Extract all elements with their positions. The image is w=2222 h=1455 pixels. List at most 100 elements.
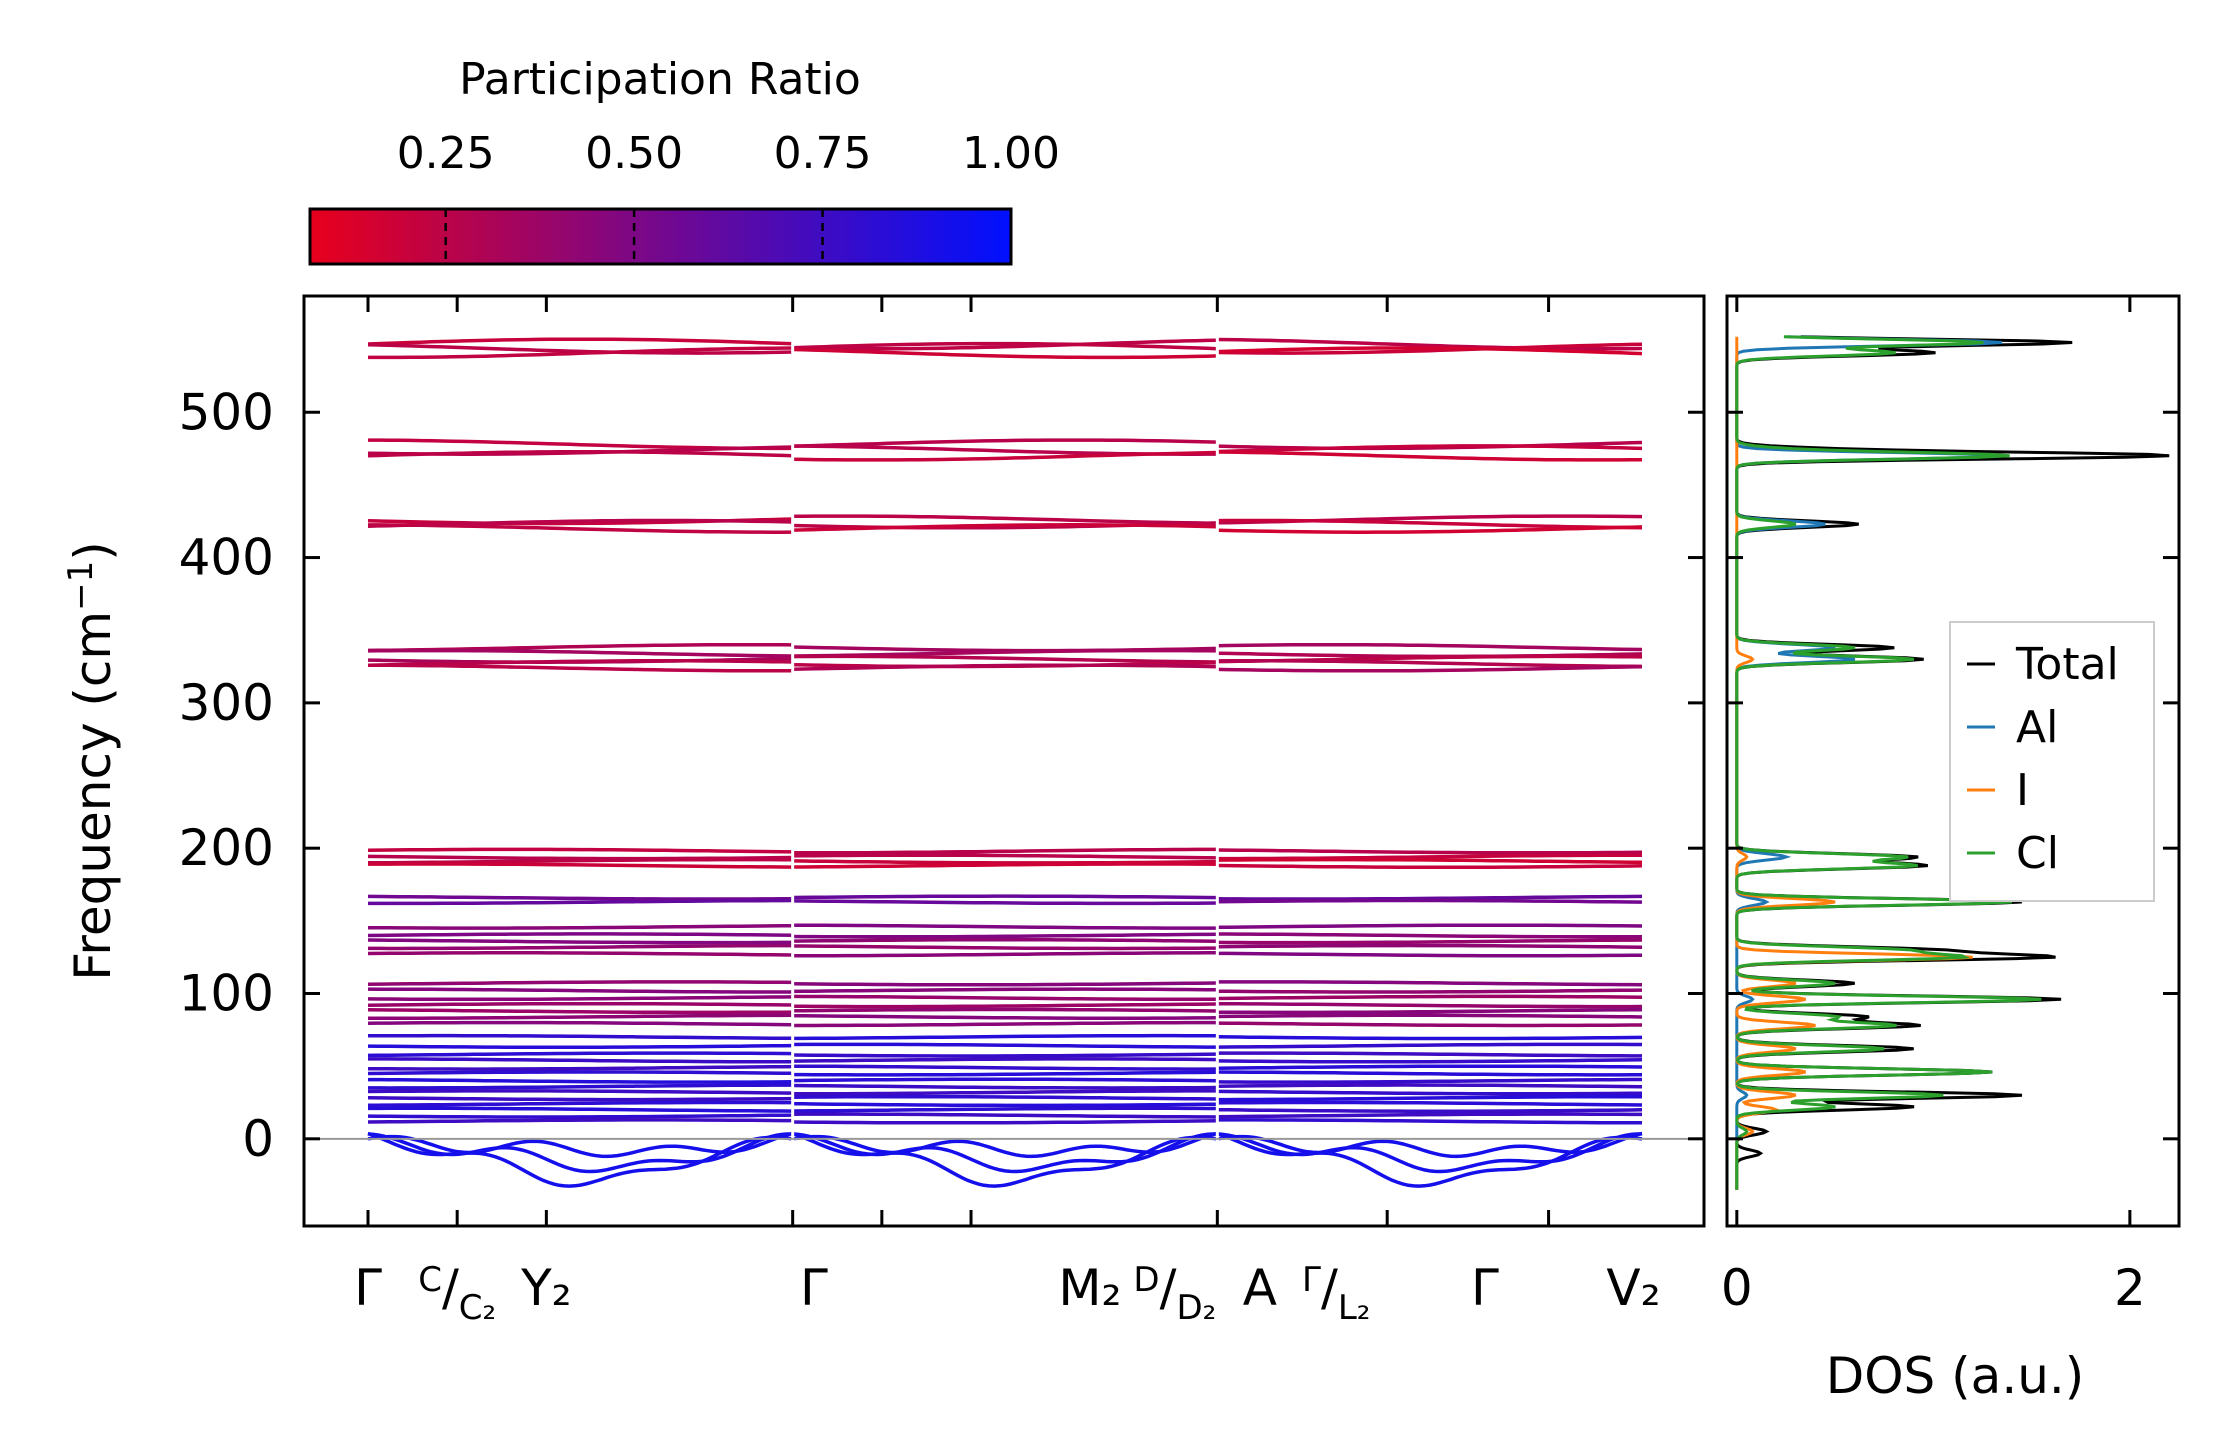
legend-label: Al	[2016, 702, 2058, 753]
band-line	[792, 338, 1218, 351]
band-line	[1217, 994, 1643, 1001]
band-ytick-label: 400	[179, 529, 274, 587]
band-line	[792, 1077, 1218, 1083]
band-line	[1217, 1112, 1642, 1119]
dos-xtick-label: 2	[2114, 1259, 2146, 1317]
band-line	[792, 1002, 1218, 1009]
band-line	[368, 523, 793, 534]
colorbar-tick-label: 1.00	[962, 128, 1060, 179]
band-line	[792, 523, 1218, 532]
band-line	[367, 337, 793, 346]
band-line	[367, 449, 793, 458]
band-line	[792, 347, 1218, 360]
band-line	[792, 1070, 1218, 1077]
colorbar-tick-label: 0.25	[397, 128, 495, 179]
band-line	[367, 923, 793, 930]
band-line	[1217, 943, 1643, 949]
band-line	[368, 1033, 793, 1041]
band-line	[367, 847, 793, 854]
band-line	[368, 1083, 793, 1090]
band-line	[1217, 894, 1643, 901]
band-line	[1217, 1070, 1642, 1077]
legend-label: I	[2016, 765, 2029, 816]
band-line	[1217, 1058, 1643, 1064]
band-line	[1217, 1001, 1643, 1009]
band-line	[792, 654, 1218, 664]
band-line	[1217, 988, 1643, 994]
band-xlabel: M₂	[1058, 1259, 1121, 1317]
band-line	[367, 1051, 793, 1058]
band-line	[367, 1001, 793, 1007]
band-line	[1217, 938, 1643, 945]
band-line	[792, 450, 1218, 462]
band-xlabel: Γ/L₂	[1302, 1259, 1370, 1328]
band-line	[792, 944, 1218, 951]
dos-line-i	[1735, 336, 1973, 1190]
band-line	[367, 1118, 793, 1124]
band-line	[792, 1112, 1218, 1119]
band-line	[1217, 1013, 1643, 1019]
acoustic-band-line	[1216, 1131, 1643, 1188]
band-line	[792, 981, 1218, 987]
legend-entries: Total Al I Cl	[1967, 639, 2119, 879]
band-line	[367, 932, 793, 938]
colorbar-tick-labels: 0.25 0.50 0.75 1.00	[397, 128, 1060, 179]
band-line	[367, 938, 793, 945]
band-line	[1217, 450, 1643, 462]
band-line	[367, 1008, 793, 1015]
band-line	[792, 663, 1218, 671]
band-line	[368, 1057, 793, 1064]
acoustic-band-line	[367, 1131, 793, 1188]
band-line	[1217, 1083, 1643, 1089]
band-line	[1217, 1089, 1643, 1096]
band-line	[367, 648, 793, 658]
band-line	[367, 857, 793, 865]
band-line	[792, 937, 1218, 943]
band-line	[367, 659, 793, 667]
colorbar-gradient	[308, 207, 1013, 266]
band-line	[1217, 337, 1643, 351]
band-line	[792, 894, 1218, 900]
band-ytick-label: 100	[179, 965, 274, 1023]
band-xlabel: D/D₂	[1133, 1259, 1216, 1328]
band-line	[1217, 1118, 1642, 1125]
band-line	[1217, 642, 1643, 652]
band-line	[1217, 898, 1643, 904]
dos-legend: Total Al I Cl	[1949, 621, 2155, 902]
band-line	[1217, 1094, 1642, 1102]
band-line	[792, 1064, 1218, 1071]
band-line	[1217, 857, 1643, 865]
band-x-labels: Γ C/C₂ Y₂ Γ M₂ D/D₂ A Γ/L₂ Γ V₂	[354, 1259, 1661, 1328]
band-line	[792, 951, 1218, 958]
band-line	[1217, 444, 1643, 454]
band-line	[1217, 863, 1643, 870]
band-line	[1217, 518, 1643, 530]
band-line	[368, 1106, 793, 1113]
band-line	[367, 1020, 793, 1027]
band-xlabel: C/C₂	[418, 1259, 496, 1328]
band-line	[368, 1013, 793, 1020]
band-line	[1217, 1007, 1643, 1015]
band-line	[1217, 1042, 1642, 1049]
band-line	[367, 1096, 793, 1102]
band-line	[792, 1052, 1218, 1058]
band-line	[792, 1042, 1218, 1049]
band-line	[1217, 525, 1643, 534]
band-line	[792, 853, 1218, 860]
band-line	[792, 987, 1218, 994]
band-line	[792, 862, 1218, 869]
band-line	[1217, 932, 1642, 939]
band-line	[792, 994, 1218, 1002]
colorbar-tick-label: 0.50	[585, 128, 683, 179]
band-line	[1217, 346, 1643, 356]
colorbar-ticks	[444, 209, 824, 264]
band-ytick-label: 500	[179, 383, 274, 441]
band-line	[1217, 1064, 1643, 1070]
dos-line-cl	[1735, 335, 2042, 1190]
legend-label: Total	[2015, 639, 2119, 690]
band-xlabel: Γ	[354, 1259, 382, 1317]
band-line	[368, 898, 793, 906]
dos-axes-frame	[1725, 294, 2181, 1228]
